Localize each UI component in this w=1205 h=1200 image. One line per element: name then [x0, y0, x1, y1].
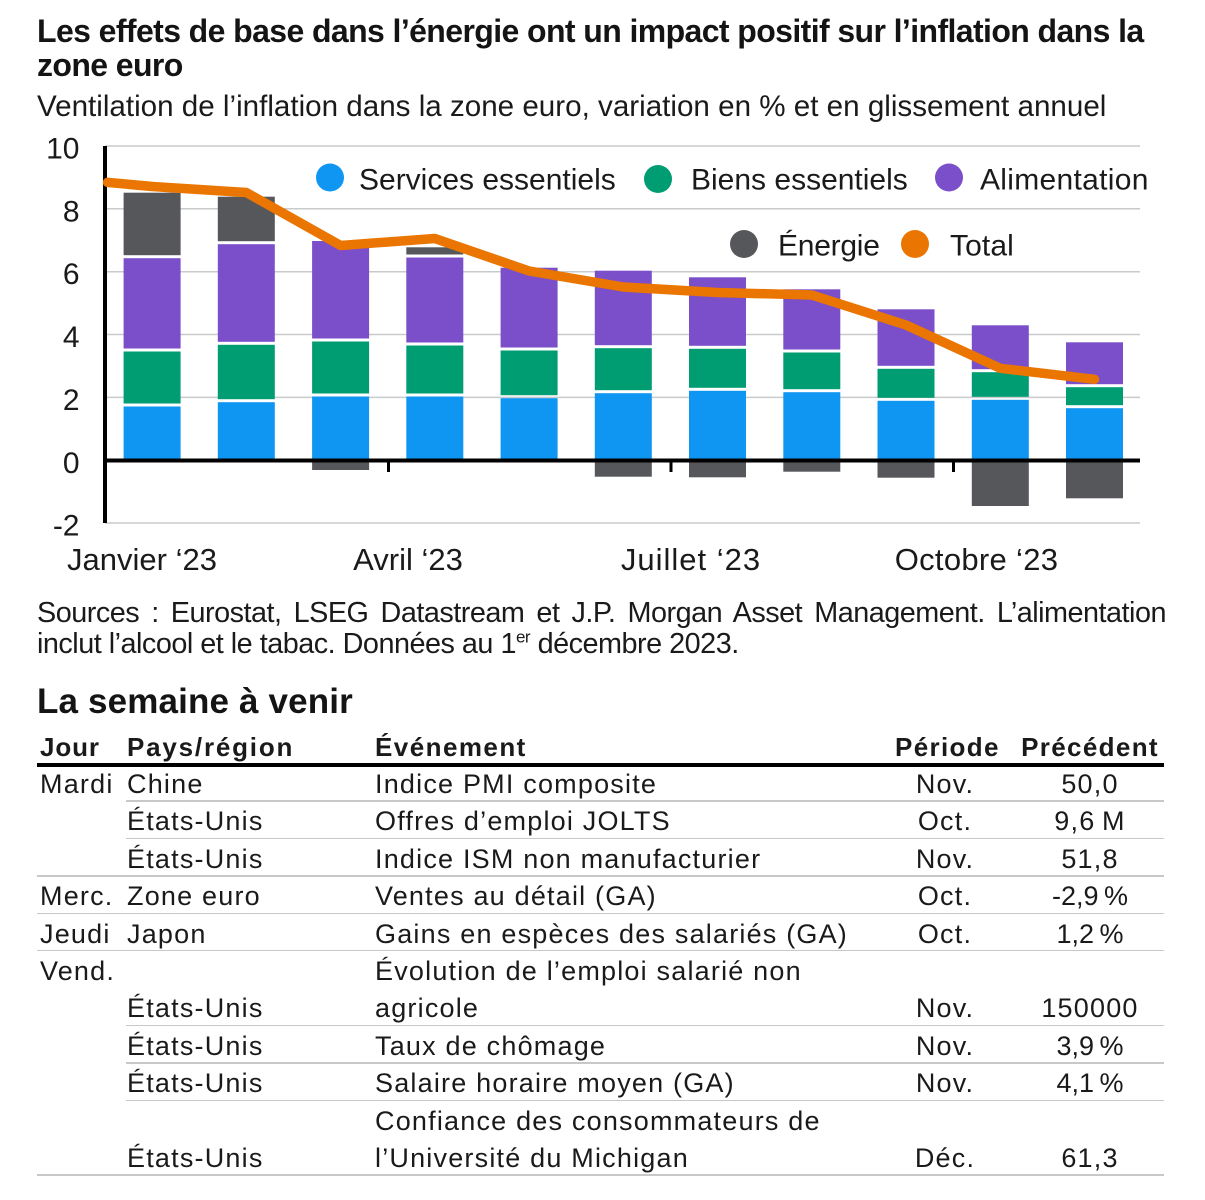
- svg-text:10: 10: [46, 133, 79, 166]
- svg-text:-2: -2: [53, 510, 80, 543]
- svg-text:4: 4: [63, 321, 80, 354]
- svg-text:2: 2: [63, 384, 80, 417]
- svg-text:Juillet ‘23: Juillet ‘23: [621, 542, 761, 577]
- svg-text:0: 0: [63, 447, 80, 480]
- svg-text:Octobre ‘23: Octobre ‘23: [895, 542, 1059, 577]
- svg-text:Énergie: Énergie: [778, 230, 880, 263]
- svg-text:Janvier ‘23: Janvier ‘23: [67, 542, 217, 577]
- svg-text:Avril ‘23: Avril ‘23: [353, 542, 463, 577]
- svg-text:Total: Total: [950, 230, 1014, 263]
- svg-text:6: 6: [63, 258, 80, 291]
- svg-text:Alimentation: Alimentation: [980, 163, 1149, 196]
- svg-text:8: 8: [63, 195, 80, 228]
- svg-text:Services essentiels: Services essentiels: [359, 163, 616, 196]
- svg-text:Biens essentiels: Biens essentiels: [691, 163, 908, 196]
